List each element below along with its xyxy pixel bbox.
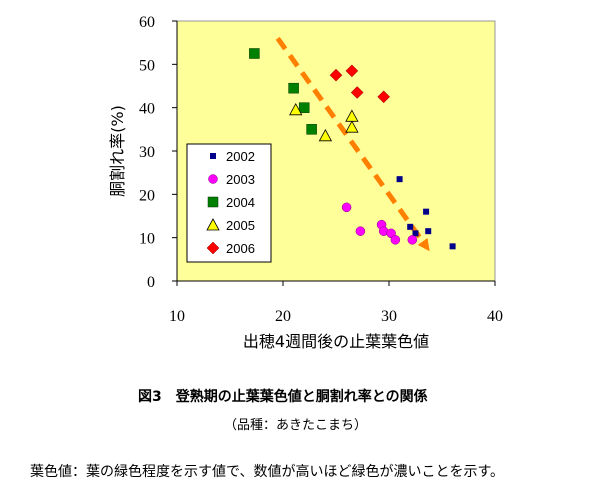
legend: 2002 2003 2004 2005 2006	[186, 143, 272, 263]
y-tick-label: 20	[139, 187, 155, 204]
x-axis-label: 出穂4週間後の止葉葉色値	[243, 332, 429, 351]
data-point-2003	[355, 226, 366, 236]
legend-box	[186, 143, 272, 263]
legend-marker-2002	[210, 153, 216, 159]
data-point-2003	[390, 235, 401, 245]
data-point-2004	[288, 82, 299, 94]
legend-marker-2006	[206, 241, 220, 255]
legend-marker-2004	[207, 196, 219, 208]
legend-marker-2005	[206, 218, 220, 231]
data-point-2005	[318, 128, 333, 142]
data-point-2006	[345, 64, 359, 78]
legend-marker-2003	[208, 174, 218, 184]
data-point-2004	[298, 102, 310, 113]
legend-label: 2002	[226, 149, 255, 164]
data-point-2005	[345, 120, 359, 133]
data-point-2006	[329, 68, 343, 82]
y-tick-label: 60	[139, 14, 155, 31]
x-tick-label: 30	[381, 308, 397, 325]
y-tick-label: 50	[139, 57, 155, 74]
data-point-2003	[407, 235, 418, 245]
data-point-2006	[377, 90, 391, 104]
x-tick-label: 20	[275, 308, 291, 325]
y-axis-label: 胴割れ率(%)	[108, 105, 127, 197]
legend-label: 2006	[226, 241, 255, 256]
legend-label: 2004	[226, 195, 255, 210]
x-tick-label: 40	[487, 308, 503, 325]
data-point-2005	[345, 109, 359, 122]
data-point-2006	[350, 86, 364, 99]
data-point-2004	[306, 124, 317, 135]
data-point-2002	[425, 228, 432, 235]
data-point-2002	[423, 208, 430, 215]
data-point-2002	[412, 230, 419, 237]
data-point-2004	[249, 48, 260, 59]
data-point-2002	[407, 223, 414, 230]
legend-label: 2005	[226, 218, 255, 233]
figure-note: 葉色値：葉の緑色程度を示す値で、数値が高いほど緑色が濃いことを示す。	[30, 464, 505, 480]
figure-subcaption: （品種：あきたこまち）	[224, 418, 368, 433]
trend-arrow	[275, 36, 430, 252]
legend-label: 2003	[226, 172, 255, 187]
x-tick-label: 10	[169, 308, 185, 325]
data-point-2003	[341, 202, 352, 213]
data-point-2002	[396, 176, 403, 183]
data-point-2005	[289, 102, 303, 116]
figure-caption: 図3 登熟期の止葉葉色値と胴割れ率との関係	[138, 389, 428, 405]
y-tick-label: 10	[139, 231, 155, 248]
data-point-2002	[449, 243, 456, 250]
y-tick-label: 30	[139, 144, 155, 161]
y-tick-label: 40	[139, 101, 155, 118]
y-tick-label: 0	[147, 274, 155, 291]
